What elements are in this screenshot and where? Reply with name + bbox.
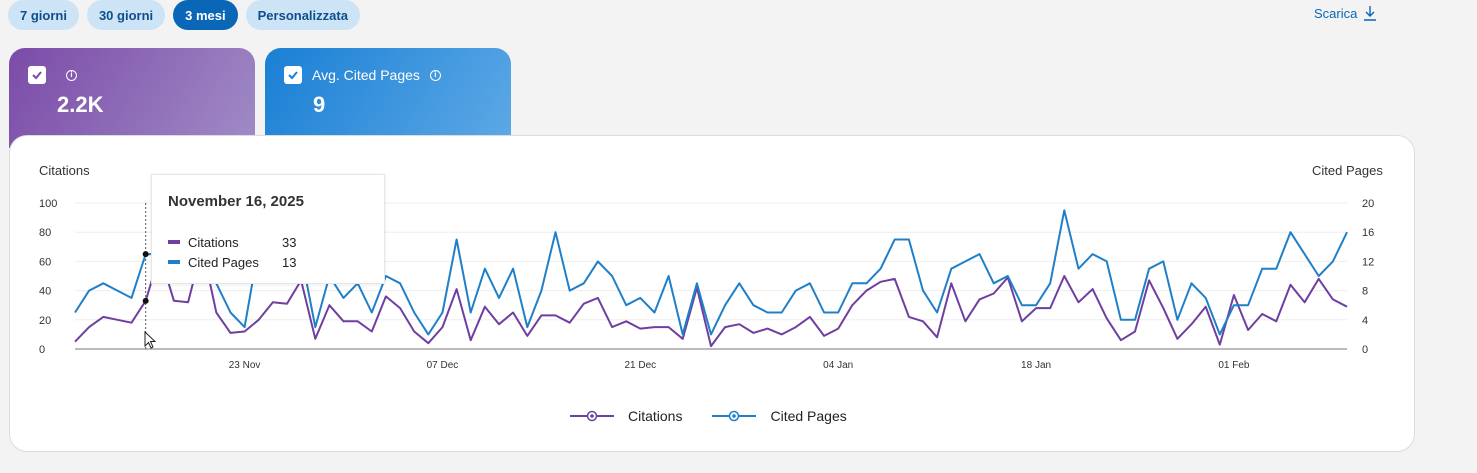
tooltip-row-cited-pages: Cited Pages 13 (168, 252, 368, 272)
metric-label-avg-cited-pages: Avg. Cited Pages (312, 67, 420, 83)
mouse-cursor-icon (144, 331, 157, 349)
tooltip-series-value: 33 (282, 234, 297, 250)
citations-checkbox[interactable] (28, 66, 46, 84)
range-tab-30-days[interactable]: 30 giorni (86, 0, 166, 30)
legend-item-citations[interactable]: Citations (570, 408, 682, 424)
range-tab-custom[interactable]: Personalizzata (245, 0, 360, 30)
download-icon (1364, 6, 1377, 21)
check-icon (32, 71, 42, 80)
x-tick-label: 21 Dec (624, 360, 656, 371)
tooltip-series-name: Cited Pages (188, 254, 259, 270)
date-range-tabs: 7 giorni 30 giorni 3 mesi Personalizzata (8, 0, 360, 30)
citations-swatch (168, 240, 180, 244)
legend-label: Citations (628, 408, 683, 424)
tooltip-row-citations: Citations 33 (168, 232, 368, 252)
left-axis-title: Citations (39, 163, 90, 178)
tooltip-date: November 16, 2025 (168, 193, 304, 210)
citations-series-line (74, 245, 1348, 348)
left-tick-label: 40 (39, 286, 51, 298)
right-axis-title: Cited Pages (1312, 163, 1383, 178)
right-tick-label: 0 (1362, 344, 1368, 356)
tooltip-series-value: 13 (282, 254, 297, 270)
range-tab-7-days[interactable]: 7 giorni (8, 0, 79, 30)
right-tick-label: 16 (1362, 227, 1374, 239)
info-icon[interactable]: i (66, 69, 77, 81)
left-tick-label: 60 (39, 256, 51, 268)
download-label: Scarica (1314, 5, 1358, 21)
x-tick-label: 07 Dec (427, 360, 459, 371)
check-icon (288, 71, 298, 80)
legend-item-cited-pages[interactable]: Cited Pages (712, 408, 847, 424)
chart-panel: Citations Cited Pages 0 20 40 60 80 100 0 4 8 12 1… (9, 135, 1415, 452)
metric-value-avg-cited-pages: 9 (313, 92, 326, 117)
info-icon[interactable]: i (429, 69, 441, 81)
x-tick-label: 18 Jan (1021, 360, 1051, 371)
cited-pages-hover-point (142, 251, 149, 258)
line-chart[interactable]: 0 20 40 60 80 100 0 4 8 12 16 20 23 Nov 07 Dec 21 Dec 0… (10, 136, 1416, 453)
right-tick-label: 8 (1362, 286, 1368, 298)
legend-line-marker-icon (712, 410, 757, 422)
cited-pages-swatch (168, 260, 180, 264)
left-tick-label: 0 (39, 344, 45, 356)
metric-value-citations: 2.2K (57, 92, 104, 117)
citations-hover-point (142, 297, 149, 304)
right-tick-label: 4 (1362, 315, 1368, 327)
legend-label: Cited Pages (770, 408, 847, 424)
left-tick-label: 80 (39, 227, 51, 239)
download-button[interactable]: Scarica (1314, 5, 1377, 21)
chart-legend: Citations Cited Pages (570, 408, 847, 424)
cited-pages-checkbox[interactable] (284, 66, 302, 84)
tooltip-series-name: Citations (188, 234, 239, 250)
x-tick-label: 01 Feb (1218, 360, 1250, 371)
left-tick-label: 20 (39, 315, 51, 327)
right-tick-label: 12 (1362, 256, 1374, 268)
left-tick-label: 100 (39, 198, 57, 210)
right-tick-label: 20 (1362, 198, 1374, 210)
range-tab-3-months[interactable]: 3 mesi (173, 0, 238, 30)
chart-tooltip: November 16, 2025 Citations 33 Cited Pag… (151, 174, 385, 284)
metric-card-avg-cited-pages[interactable]: Avg. Cited Pages i 9 (265, 48, 511, 148)
metric-card-citations[interactable]: i 2.2K (9, 48, 255, 148)
x-tick-label: 23 Nov (229, 360, 261, 371)
legend-line-marker-icon (570, 410, 614, 422)
x-tick-label: 04 Jan (823, 360, 853, 371)
